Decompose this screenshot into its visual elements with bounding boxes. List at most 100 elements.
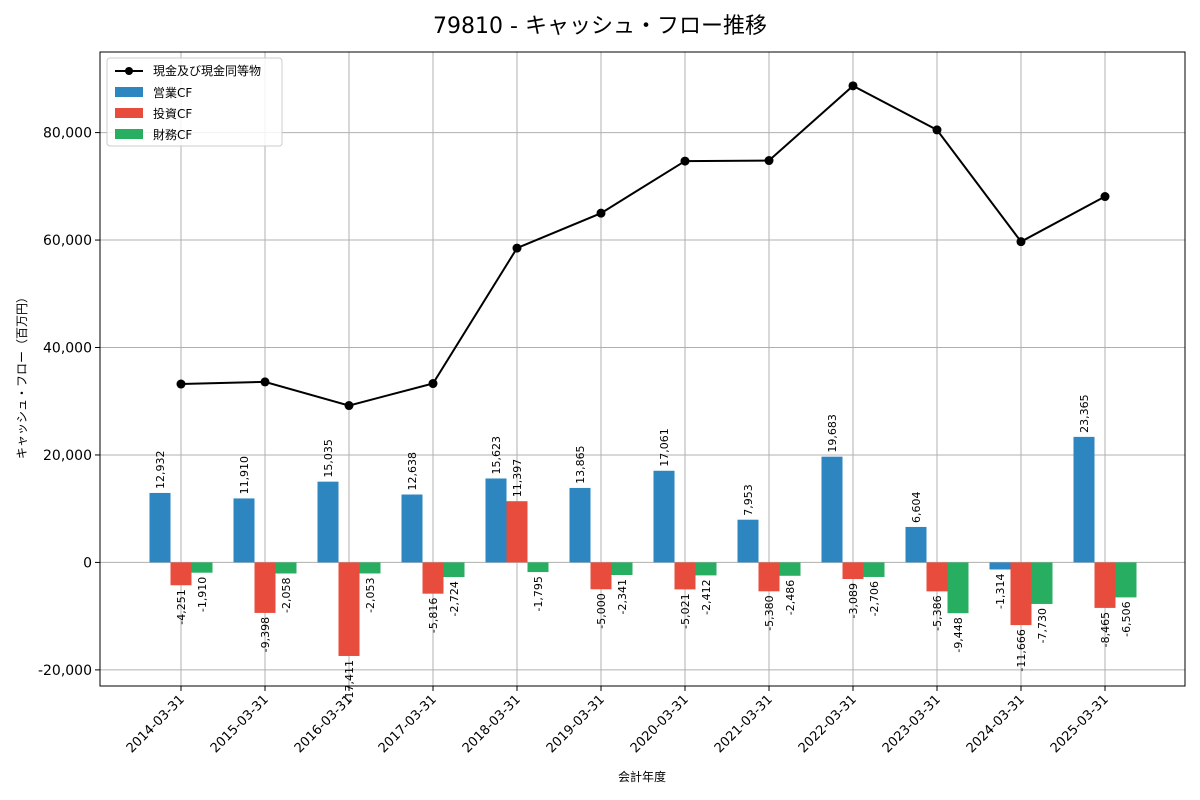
data-label: -1,314 xyxy=(994,573,1007,608)
data-label: -8,465 xyxy=(1099,612,1112,647)
data-label: 12,932 xyxy=(154,450,167,489)
bar-財務CF xyxy=(275,562,297,574)
data-label: -2,724 xyxy=(448,581,461,616)
cash-point xyxy=(176,379,186,389)
data-label: 11,910 xyxy=(238,456,251,495)
x-tick-label: 2016-03-31 xyxy=(292,692,356,756)
y-tick-label: -20,000 xyxy=(38,663,92,679)
data-label: 17,061 xyxy=(658,428,671,467)
x-tick-label: 2022-03-31 xyxy=(796,692,860,756)
legend-label: 営業CF xyxy=(153,86,192,100)
cash-point xyxy=(260,377,270,387)
data-label: -9,398 xyxy=(259,617,272,652)
bar-財務CF xyxy=(443,562,465,578)
cash-point xyxy=(680,156,690,166)
data-label: 6,604 xyxy=(910,491,923,523)
data-label: -1,795 xyxy=(532,576,545,611)
cash-point xyxy=(596,208,606,218)
y-tick-label: 20,000 xyxy=(43,448,92,464)
y-tick-label: 60,000 xyxy=(43,233,92,249)
y-axis-label: キャッシュ・フロー（百万円） xyxy=(15,291,29,459)
legend-swatch xyxy=(115,87,143,97)
bar-財務CF xyxy=(863,562,885,577)
data-label: 7,953 xyxy=(742,484,755,516)
bar-営業CF xyxy=(905,526,927,563)
data-label: -3,089 xyxy=(847,583,860,618)
plot-frame xyxy=(99,51,1186,687)
bar-投資CF xyxy=(590,562,612,590)
legend-line-marker xyxy=(125,67,133,75)
legend-swatch xyxy=(115,108,143,118)
bar-営業CF xyxy=(989,562,1011,570)
x-tick-label: 2014-03-31 xyxy=(124,692,188,756)
cash-point xyxy=(848,81,858,91)
y-axis-ticks: -20,000 0 20,000 40,000 60,000 80,000 xyxy=(38,126,100,679)
bar-投資CF xyxy=(1094,562,1116,608)
y-tick-label: 0 xyxy=(83,555,92,571)
cash-line xyxy=(180,84,1106,407)
bar-財務CF xyxy=(947,562,969,614)
data-label: -5,380 xyxy=(763,595,776,630)
x-tick-label: 2015-03-31 xyxy=(208,692,272,756)
data-label: -2,058 xyxy=(280,577,293,612)
bar-財務CF xyxy=(527,562,549,573)
bar-投資CF xyxy=(674,562,696,590)
data-label: 12,638 xyxy=(406,452,419,491)
bar-財務CF xyxy=(779,562,801,576)
cash-point xyxy=(764,156,774,166)
data-label: -7,730 xyxy=(1036,608,1049,643)
y-tick-label: 80,000 xyxy=(43,126,92,142)
x-tick-label: 2023-03-31 xyxy=(880,692,944,756)
bar-営業CF xyxy=(737,519,759,563)
bar-財務CF xyxy=(1031,562,1053,604)
data-label: -2,341 xyxy=(616,579,629,614)
x-axis-ticks: 2014-03-31 2015-03-31 2016-03-31 2017-03-31… xyxy=(124,686,1112,756)
bar-営業CF xyxy=(485,478,507,563)
line-series xyxy=(176,81,1110,411)
legend-label: 現金及び現金同等物 xyxy=(153,63,261,78)
x-tick-label: 2021-03-31 xyxy=(712,692,776,756)
data-label: 13,865 xyxy=(574,445,587,484)
data-labels: 12,932 11,910 15,035 12,638 15,623 13,865 17,0… xyxy=(154,394,1133,702)
bar-財務CF xyxy=(695,562,717,576)
legend-label: 財務CF xyxy=(153,127,192,142)
data-label: -4,251 xyxy=(175,589,188,624)
bar-財務CF xyxy=(191,562,213,573)
data-label: -2,706 xyxy=(868,581,881,616)
cash-point xyxy=(512,243,522,253)
x-tick-label: 2020-03-31 xyxy=(628,692,692,756)
bar-投資CF xyxy=(926,562,948,592)
data-label: -17,411 xyxy=(343,660,356,702)
bar-投資CF xyxy=(422,562,444,594)
cash-point xyxy=(1016,237,1026,247)
data-label: 15,623 xyxy=(490,436,503,475)
x-tick-label: 2024-03-31 xyxy=(964,692,1028,756)
data-label: -2,486 xyxy=(784,580,797,615)
data-label: 11,397 xyxy=(511,459,524,498)
x-tick-label: 2025-03-31 xyxy=(1048,692,1112,756)
bar-営業CF xyxy=(1073,436,1095,563)
data-label: -1,910 xyxy=(196,577,209,612)
x-tick-label: 2018-03-31 xyxy=(460,692,524,756)
bar-投資CF xyxy=(338,562,360,656)
bar-投資CF xyxy=(506,501,528,563)
data-label: -5,000 xyxy=(595,593,608,628)
bar-投資CF xyxy=(1010,562,1032,626)
data-label: -5,021 xyxy=(679,593,692,628)
bar-営業CF xyxy=(821,456,843,563)
data-label: -2,412 xyxy=(700,579,713,614)
x-axis-label: 会計年度 xyxy=(618,769,666,784)
bar-投資CF xyxy=(254,562,276,613)
bar-営業CF xyxy=(149,492,171,563)
data-label: -5,386 xyxy=(931,595,944,630)
data-label: -5,816 xyxy=(427,598,440,633)
data-label: -11,666 xyxy=(1015,629,1028,671)
bar-投資CF xyxy=(170,562,192,586)
y-tick-label: 40,000 xyxy=(43,341,92,357)
bar-営業CF xyxy=(233,498,255,563)
legend-label: 投資CF xyxy=(153,106,192,121)
bar-営業CF xyxy=(317,481,339,563)
data-label: -9,448 xyxy=(952,617,965,652)
bar-営業CF xyxy=(653,470,675,563)
